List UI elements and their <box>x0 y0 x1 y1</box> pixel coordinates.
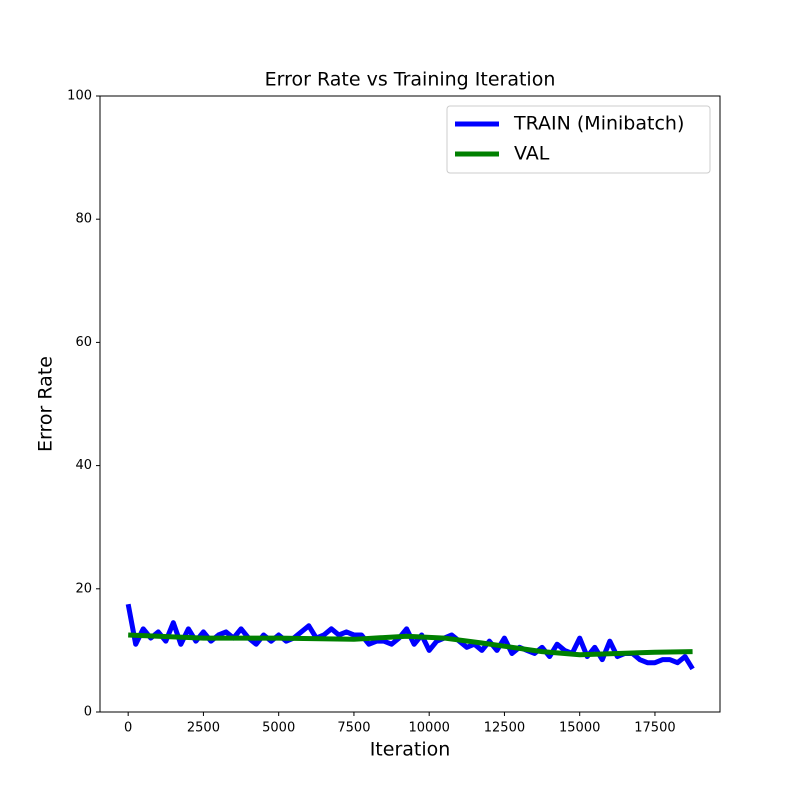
legend-label: VAL <box>514 143 550 165</box>
y-tick-label: 80 <box>75 212 92 227</box>
plot-frame <box>99 95 721 713</box>
y-tick-label: 40 <box>75 458 92 473</box>
chart-title: Error Rate vs Training Iteration <box>265 69 556 91</box>
x-tick-label: 10000 <box>409 721 450 736</box>
y-tick-label: 20 <box>75 581 92 596</box>
x-tick-label: 17500 <box>634 721 675 736</box>
x-tick-label: 2500 <box>187 721 220 736</box>
x-tick-label: 5000 <box>262 721 295 736</box>
x-tick-label: 15000 <box>559 721 600 736</box>
legend-label: TRAIN (Minibatch) <box>513 113 684 135</box>
y-tick-label: 0 <box>84 705 92 720</box>
x-tick-label: 7500 <box>337 721 370 736</box>
x-tick-label: 12500 <box>484 721 525 736</box>
y-tick-label: 60 <box>75 335 92 350</box>
data-line <box>128 632 693 658</box>
y-axis-label: Error Rate <box>35 356 57 452</box>
x-tick-label: 0 <box>124 721 132 736</box>
y-tick-label: 100 <box>67 89 92 104</box>
x-axis-label: Iteration <box>370 739 451 761</box>
legend-box <box>446 105 711 174</box>
